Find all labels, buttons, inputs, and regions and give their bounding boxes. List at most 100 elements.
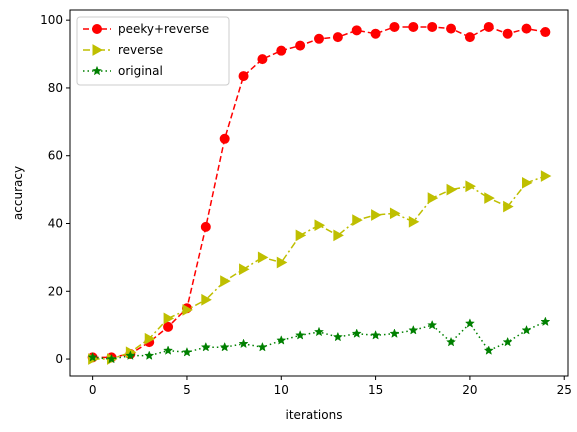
x-axis: 0 5 10 15 20 25 [89, 376, 572, 397]
data-point-peeky-reverse [464, 32, 475, 43]
x-tick-label: 20 [462, 383, 477, 397]
y-tick-label: 0 [55, 352, 63, 366]
x-tick-label: 0 [89, 383, 97, 397]
data-point-original [332, 331, 343, 342]
legend-marker [92, 24, 102, 34]
series-layer [87, 21, 552, 365]
legend-marker [92, 44, 104, 56]
data-point-peeky-reverse [276, 45, 287, 56]
data-point-reverse [163, 312, 175, 325]
data-point-original [446, 336, 457, 347]
data-point-reverse [465, 180, 476, 193]
data-point-original [502, 336, 513, 347]
data-point-original [200, 341, 211, 352]
data-point-reverse [484, 192, 495, 204]
y-tick-label: 60 [48, 149, 63, 163]
data-point-peeky-reverse [163, 321, 174, 332]
data-point-reverse [446, 183, 458, 196]
data-point-peeky-reverse [314, 33, 324, 44]
data-point-original [295, 330, 306, 340]
data-point-original [87, 352, 98, 362]
data-point-reverse [522, 176, 533, 189]
data-point-reverse [314, 219, 326, 232]
data-point-reverse [182, 304, 193, 316]
data-point-reverse [201, 293, 212, 306]
data-point-peeky-reverse [521, 23, 532, 34]
data-point-original [125, 350, 136, 360]
data-point-peeky-reverse [257, 54, 268, 65]
data-point-reverse [427, 192, 439, 204]
legend-marker [91, 65, 103, 76]
y-axis-label: accuracy [11, 166, 25, 220]
data-point-peeky-reverse [332, 32, 343, 43]
data-point-original [389, 328, 400, 338]
y-tick-label: 40 [48, 217, 63, 231]
data-point-peeky-reverse [295, 40, 306, 51]
legend-label: reverse [118, 43, 163, 57]
legend-item-peeky-reverse: peeky+reverse [83, 22, 209, 36]
data-point-peeky-reverse [427, 21, 438, 32]
data-point-reverse [295, 229, 307, 242]
data-point-original [106, 353, 117, 364]
y-tick-label: 100 [40, 13, 63, 27]
data-point-peeky-reverse [408, 21, 419, 32]
data-point-peeky-reverse [483, 21, 494, 32]
data-point-peeky-reverse [238, 71, 249, 82]
legend-item-original: original [83, 64, 163, 78]
data-point-reverse [352, 214, 363, 226]
data-point-peeky-reverse [200, 221, 211, 232]
data-point-original [521, 324, 532, 335]
data-point-reverse [333, 229, 344, 242]
x-tick-label: 10 [274, 383, 289, 397]
legend-label: original [118, 64, 163, 78]
series-reverse [88, 170, 552, 365]
legend-label: peeky+reverse [118, 22, 209, 36]
data-point-peeky-reverse [351, 25, 362, 36]
data-point-original [238, 338, 249, 349]
data-point-original [464, 318, 475, 328]
plot-area [69, 9, 569, 377]
data-point-reverse [144, 332, 156, 345]
data-point-reverse [220, 275, 231, 287]
data-point-peeky-reverse [219, 133, 230, 144]
legend-frame [76, 16, 230, 86]
data-point-peeky-reverse [370, 28, 381, 39]
data-point-reverse [276, 256, 288, 269]
x-tick-label: 5 [183, 383, 191, 397]
x-tick-label: 25 [557, 383, 572, 397]
data-point-original [181, 346, 192, 357]
data-point-original [313, 326, 325, 337]
data-point-reverse [389, 207, 401, 220]
data-point-reverse [408, 215, 420, 228]
data-point-original [370, 330, 381, 340]
data-point-peeky-reverse [389, 21, 400, 32]
plot-frame [69, 9, 569, 377]
data-point-original [427, 319, 438, 330]
data-point-original [351, 328, 362, 338]
data-point-reverse [503, 200, 514, 213]
data-point-original [276, 335, 287, 345]
y-tick-label: 20 [48, 284, 63, 298]
series-original [87, 316, 551, 364]
data-point-original [219, 341, 230, 352]
x-axis-label: iterations [286, 408, 343, 422]
data-point-reverse [371, 209, 382, 221]
data-point-original [163, 345, 174, 355]
data-point-peeky-reverse [446, 23, 457, 34]
legend: peeky+reverse reverse original [76, 16, 230, 86]
data-point-original [257, 341, 268, 352]
y-tick-label: 80 [48, 81, 63, 95]
data-point-reverse [239, 263, 250, 276]
data-point-reverse [540, 170, 552, 182]
data-point-original [144, 350, 155, 360]
data-point-original [540, 316, 551, 327]
y-axis: 0 20 40 60 80 100 [40, 13, 70, 366]
data-point-original [408, 324, 419, 335]
x-tick-label: 15 [368, 383, 383, 397]
data-point-peeky-reverse [502, 28, 513, 39]
data-point-peeky-reverse [540, 27, 551, 38]
data-point-reverse [257, 251, 269, 264]
data-point-original [483, 345, 494, 355]
legend-item-reverse: reverse [83, 43, 163, 57]
